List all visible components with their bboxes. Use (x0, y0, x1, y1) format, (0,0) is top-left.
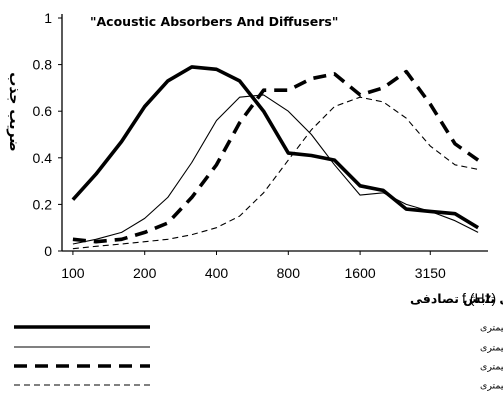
legend-label-2: صفحه با قطر(میلیمتر ۵۰ میلیمتر عمق حفره … (480, 343, 503, 354)
legend-label-1: صفحه با قطر(میلی متر) ۲۰۰میلیمتر عمق حفر… (480, 323, 503, 334)
series-line-3 (72, 69, 480, 244)
y-tick-label: 0.8 (33, 57, 53, 73)
legend-label-4: فویل با قطر ۰.۱ میلیمتر ۵۰ میلیمتر عمق ح… (480, 381, 503, 392)
y-tick-label: 0 (44, 243, 52, 259)
y-axis-label: ضریب جذب (6, 72, 22, 151)
axes: 0 0.2 0.4 0.6 0.8 1 100 200 400 800 1600 3150 (33, 10, 488, 281)
y-tick-label: 0.4 (33, 150, 53, 166)
x-tick-label: 800 (277, 265, 301, 281)
x-tick-label: 3150 (415, 265, 446, 281)
x-tick-label: 200 (133, 265, 157, 281)
series-line-2 (72, 94, 479, 245)
chart-title: "Acoustic Absorbers And Diffusers" (90, 14, 338, 29)
legend: صفحه با قطر(میلی متر) ۲۰۰میلیمتر عمق حفر… (14, 323, 503, 392)
x-axis-unit: f (Hz) (462, 290, 496, 306)
x-axis-label: ضریب جذب اندازه گیری شده برای زوایای تاب… (410, 291, 503, 306)
x-tick-label: 1600 (345, 265, 376, 281)
series-line-4 (72, 96, 479, 250)
series-layer (71, 65, 480, 250)
x-tick-label: 400 (205, 265, 229, 281)
y-tick-label: 0.2 (33, 196, 53, 212)
x-tick-label: 100 (61, 265, 85, 281)
legend-label-3: فویل ۲لایه با قطر ۰.۱ میلیمتر ۵۰ میلیمتر… (480, 362, 503, 373)
y-tick-label: 1 (44, 10, 52, 26)
y-tick-label: 0.6 (33, 103, 53, 119)
series-line-1 (71, 65, 480, 230)
